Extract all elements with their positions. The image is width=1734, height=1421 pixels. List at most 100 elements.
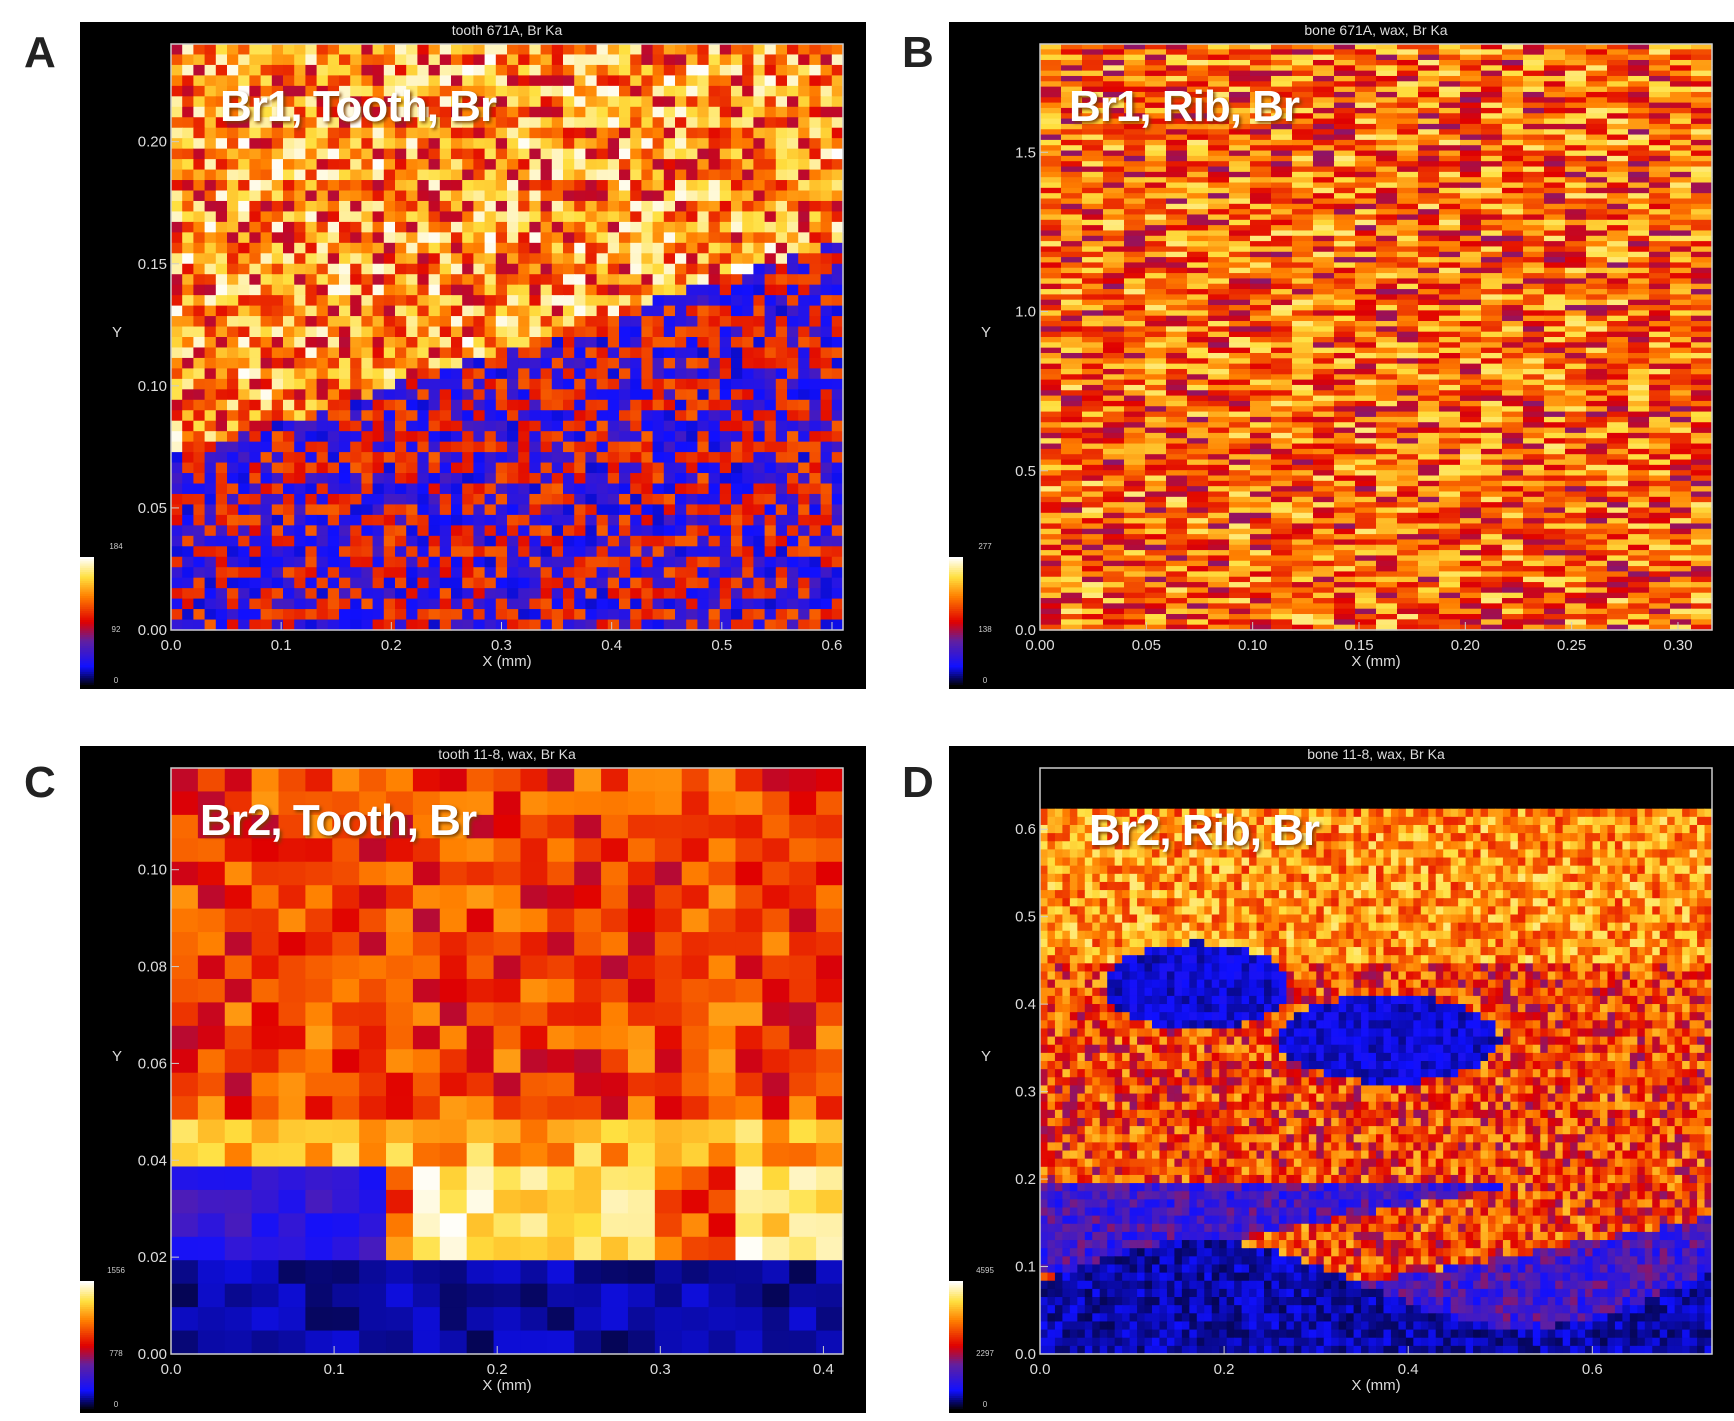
heatmap-cell (551, 556, 564, 568)
heatmap-cell (260, 305, 273, 317)
heatmap-cell (641, 211, 654, 223)
heatmap-cell (339, 619, 351, 631)
heatmap-cell (495, 169, 508, 181)
heatmap-cell (551, 588, 564, 600)
heatmap-cell (339, 263, 351, 275)
heatmap-cell (675, 389, 687, 401)
heatmap-cell (507, 441, 519, 453)
heatmap-cell (271, 180, 284, 192)
heatmap-cell (820, 337, 833, 349)
heatmap-cell (484, 295, 497, 307)
heatmap-cell (787, 85, 799, 97)
heatmap-cell (731, 44, 743, 56)
heatmap-cell (708, 525, 721, 537)
heatmap-cell (798, 347, 810, 359)
heatmap-cell (1523, 230, 1545, 237)
heatmap-cell (473, 326, 486, 338)
heatmap-cell (1271, 209, 1293, 216)
heatmap-cell (462, 305, 474, 317)
heatmap-cell (787, 420, 799, 432)
heatmap-cell (1229, 44, 1251, 50)
heatmap-cell (1124, 214, 1146, 221)
heatmap-cell (630, 117, 642, 129)
heatmap-cell (395, 106, 407, 118)
heatmap-cell (652, 389, 665, 401)
heatmap-cell (1670, 75, 1692, 82)
heatmap-cell (1670, 102, 1692, 109)
heatmap-cell (731, 75, 743, 87)
heatmap-cell (227, 117, 239, 129)
heatmap-cell (417, 389, 430, 401)
heatmap-cell (473, 200, 486, 213)
heatmap-cell (775, 452, 788, 464)
heatmap-cell (1145, 65, 1167, 72)
heatmap-cell (1145, 129, 1167, 136)
heatmap-cell (697, 305, 710, 317)
heatmap-cell (451, 253, 463, 265)
heatmap-cell (305, 441, 318, 453)
heatmap-cell (1376, 54, 1398, 61)
heatmap-cell (563, 263, 575, 275)
colorbar-segment (80, 652, 94, 655)
heatmap-cell (294, 441, 306, 453)
heatmap-cell (294, 378, 306, 390)
heatmap-cell (1355, 123, 1377, 130)
heatmap-cell (787, 609, 799, 621)
heatmap-cell (675, 347, 687, 359)
heatmap-cell (1061, 59, 1083, 66)
heatmap-cell (540, 148, 553, 160)
heatmap-cell (350, 462, 362, 474)
heatmap-cell (462, 514, 474, 526)
heatmap-cell (809, 483, 822, 495)
heatmap-cell (1082, 299, 1104, 306)
heatmap-cell (607, 357, 620, 369)
heatmap-cell (1334, 267, 1356, 274)
heatmap-cell (327, 389, 340, 401)
heatmap-cell (1103, 134, 1125, 141)
heatmap-cell (529, 567, 542, 579)
heatmap-cell (1229, 214, 1251, 221)
heatmap-cell (1502, 113, 1524, 120)
heatmap-cell (1397, 283, 1419, 290)
heatmap-cell (1061, 150, 1083, 157)
heatmap-cell (1334, 257, 1356, 264)
heatmap-cell (406, 211, 418, 223)
colorbar-segment (80, 559, 94, 562)
heatmap-cell (1166, 107, 1188, 114)
heatmap-cell (607, 493, 620, 506)
heatmap-cell (551, 347, 564, 359)
heatmap-cell (641, 546, 654, 558)
heatmap-cell (1481, 91, 1503, 98)
heatmap-cell (473, 159, 486, 171)
heatmap-cell (1544, 49, 1566, 56)
heatmap-cell (473, 263, 486, 275)
heatmap-cell (383, 326, 396, 338)
heatmap-cell (439, 242, 452, 254)
heatmap-cell (798, 357, 810, 369)
heatmap-cell (719, 357, 732, 369)
heatmap-cell (305, 431, 318, 443)
heatmap-cell (350, 242, 362, 254)
heatmap-cell (428, 514, 441, 526)
heatmap-cell (1649, 219, 1671, 226)
heatmap-cell (305, 200, 318, 213)
heatmap-cell (462, 452, 474, 464)
heatmap-cell (1103, 75, 1125, 82)
heatmap-cell (719, 337, 732, 349)
heatmap-cell (820, 169, 833, 181)
heatmap-cell (675, 54, 687, 66)
heatmap-cell (820, 316, 833, 328)
heatmap-cell (1208, 273, 1230, 279)
heatmap-cell (563, 420, 575, 432)
heatmap-cell (439, 588, 452, 600)
heatmap-cell (540, 410, 553, 422)
heatmap-cell (1607, 209, 1629, 216)
heatmap-cell (1376, 262, 1398, 269)
heatmap-cell (641, 326, 654, 338)
heatmap-cell (271, 378, 284, 390)
heatmap-cell (719, 96, 732, 108)
heatmap-cell (193, 420, 206, 432)
heatmap-cell (395, 274, 407, 286)
heatmap-cell (439, 221, 452, 233)
heatmap-cell (1376, 235, 1398, 242)
